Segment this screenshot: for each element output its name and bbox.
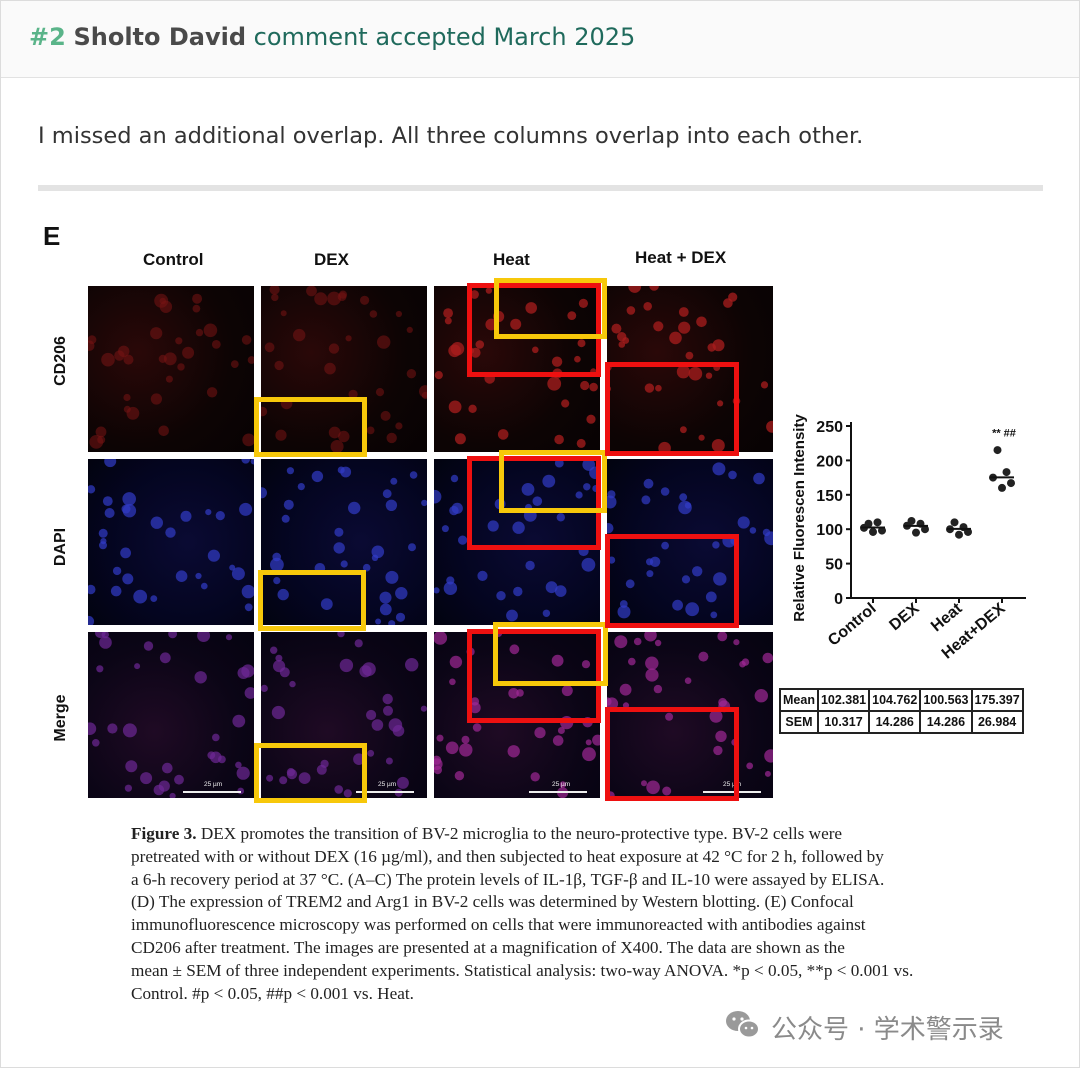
highlight-red-heatdex-merge [605,707,739,801]
data-point [950,518,959,527]
highlight-red-heat-cd206 [467,283,601,377]
caption-line: (D) The expression of TREM2 and Arg1 in … [131,892,854,912]
highlight-yellow-heat-dapi [499,450,607,513]
watermark-text: 公众号 · 学术警示录 [771,1015,1004,1045]
highlight-yellow-dex-merge [254,743,367,803]
column-label-dex: DEX [314,250,349,269]
comment-status: comment accepted March 2025 [253,23,636,51]
x-tick-label: Heat [928,600,966,636]
micrograph-merge-control [88,632,254,798]
divider [38,185,1043,191]
micrograph-dapi-heat [434,459,600,625]
table-cell: 14.286 [919,710,973,734]
scale-bar [183,791,241,793]
highlight-red-heat-merge [467,629,601,723]
data-point [907,516,916,525]
micrograph-dapi-heat-dex [607,459,773,625]
column-label-heat: Heat [493,250,530,269]
scale-bar-label: 25 µm [723,781,742,788]
data-point [993,446,1002,455]
panel-letter: E [43,221,61,251]
scale-bar-label: 25 µm [552,781,571,788]
scale-bar [356,791,414,793]
micrograph-cd206-heat-dex [607,286,773,452]
table-cell: 102.381 [816,688,871,712]
micrograph-merge-heat-dex [607,632,773,798]
scatter-chart: 0 50 100 150 200 250 Relative Fluorescen Inten… [791,414,1026,663]
column-label-heat-dex: Heat + DEX [635,248,727,267]
highlight-yellow-dex-cd206 [254,397,367,457]
caption-line: immunofluorescence microscopy was perfor… [131,915,866,935]
caption-line: pretreated with or without DEX (16 µg/ml… [131,846,884,866]
row-label-dapi: DAPI [52,527,69,567]
data-point [878,526,886,535]
scale-bar [529,791,587,793]
wechat-icon [726,1011,760,1039]
data-point [869,527,877,536]
data-point [873,518,882,527]
row-label-merge: Merge [52,694,69,742]
figure-caption: Figure 3. DEX promotes the transition of… [131,823,1011,1005]
y-tick-label: 50 [825,557,843,574]
highlight-yellow-heat-cd206 [494,278,607,339]
data-point [964,527,972,536]
table-row-label: Mean [779,688,819,712]
y-tick-label: 100 [816,522,843,539]
highlight-yellow-dex-dapi [258,570,366,631]
scale-bar-label: 25 µm [204,781,223,788]
table-cell: 100.563 [919,688,973,712]
y-axis-label: Relative Fluorescen Intensity [791,414,808,622]
highlight-yellow-heat-merge [493,622,608,686]
data-point [1007,479,1015,488]
comment-number[interactable]: #2 [29,23,66,51]
data-point [955,530,963,539]
table-cell: 104.762 [868,688,922,712]
comment-author[interactable]: Sholto David [73,23,247,51]
caption-line: mean ± SEM of three independent experime… [131,960,914,980]
highlight-red-heatdex-cd206 [605,362,739,456]
caption-title: Figure 3. [131,824,197,843]
data-point [1002,468,1011,477]
scale-bar-label: 25 µm [378,781,397,788]
caption-line: DEX promotes the transition of BV-2 micr… [200,824,843,843]
caption-line: a 6-h recovery period at 37 °C. (A–C) Th… [131,869,885,889]
micrograph-dapi-control [88,459,254,625]
data-point [912,528,920,537]
x-tick-label: DEX [886,600,922,634]
table-cell: 175.397 [970,688,1024,712]
highlight-red-heatdex-dapi [605,534,739,628]
micrograph-merge-dex [261,632,427,798]
table-cell: 10.317 [816,710,871,734]
column-label-control: Control [143,250,204,269]
table-row: SEM 10.317 14.286 14.286 26.984 [779,710,1024,734]
y-tick-label: 200 [816,453,843,470]
table-row-label: SEM [779,710,819,734]
micrograph-cd206-control [88,286,254,452]
table-row: Mean 102.381 104.762 100.563 175.397 [779,688,1024,712]
comment-title: #2 Sholto David comment accepted March 2… [29,23,635,51]
comment-body: I missed an additional overlap. All thre… [38,123,864,149]
data-point [864,519,873,528]
caption-line: CD206 after treatment. The images are pr… [131,937,845,957]
micrograph-merge-heat [434,632,600,798]
highlight-red-heat-dapi [467,456,601,550]
micrograph-cd206-dex [261,286,427,452]
micrograph-dapi-dex [261,459,427,625]
table-cell: 26.984 [970,710,1024,734]
caption-line: Control. #p < 0.05, ##p < 0.001 vs. Heat… [131,983,414,1003]
y-tick-label: 150 [816,488,843,505]
significance-label: ** ## [992,427,1016,439]
row-label-cd206: CD206 [52,336,69,386]
data-point [921,525,929,534]
stats-table: Mean 102.381 104.762 100.563 175.397 SEM… [779,688,1024,734]
y-tick-label: 250 [816,419,843,436]
y-tick-label: 0 [834,591,843,608]
comment-header: #2 Sholto David comment accepted March 2… [1,1,1079,78]
micrograph-cd206-heat [434,286,600,452]
table-cell: 14.286 [868,710,922,734]
scale-bar [703,791,761,793]
data-point [998,483,1006,492]
